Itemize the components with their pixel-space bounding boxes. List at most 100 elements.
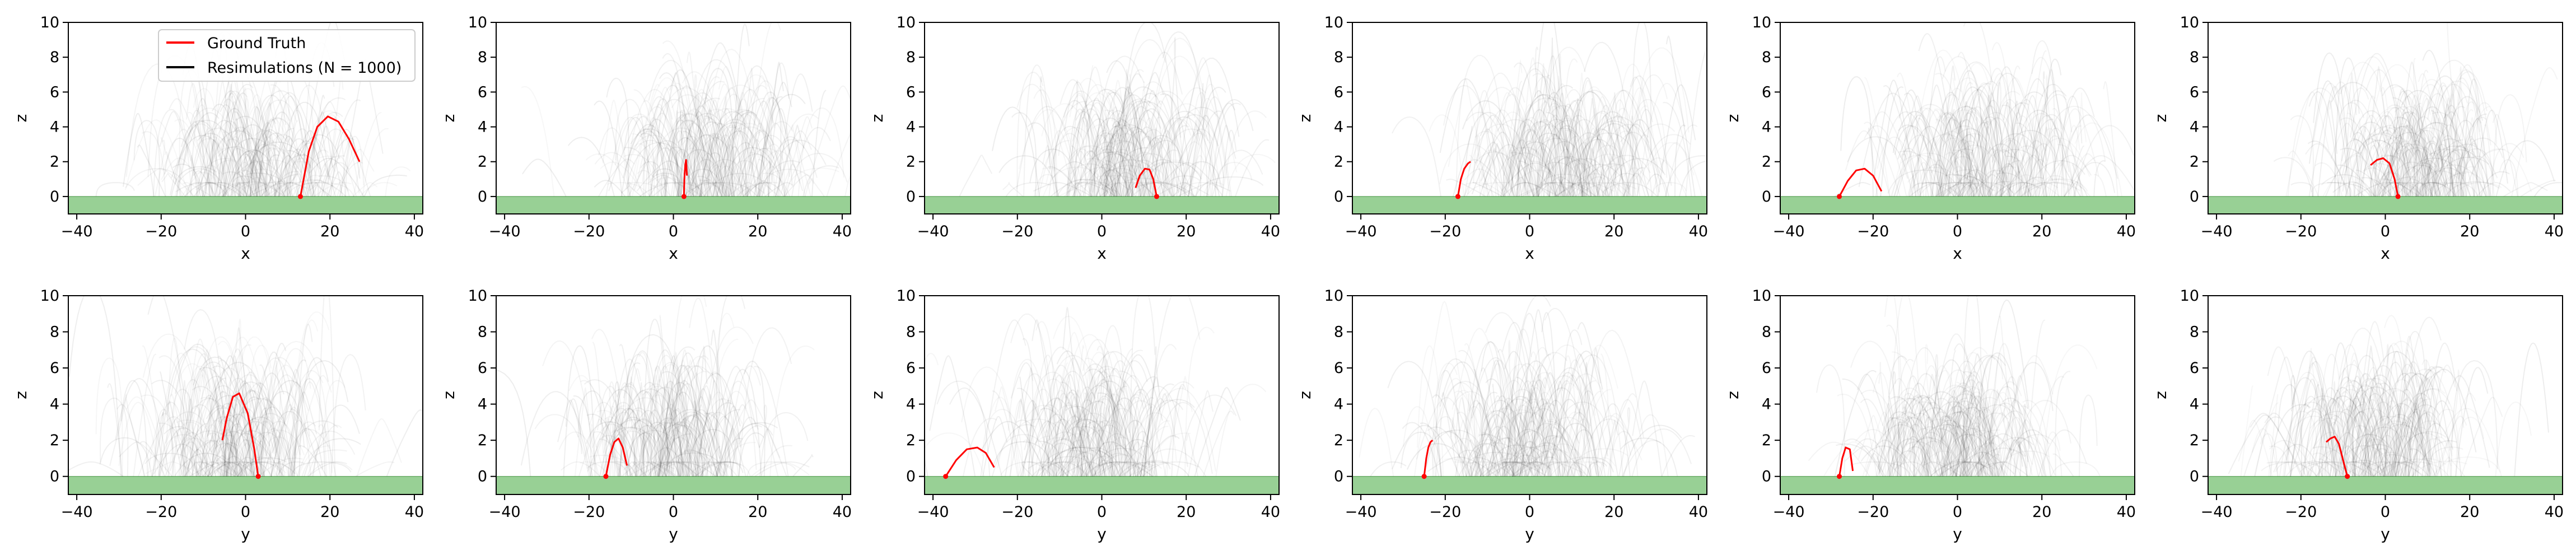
resimulation-trajectory (1105, 94, 1157, 197)
resimulation-trajectory (678, 97, 721, 197)
resimulation-trajectory (1141, 136, 1175, 197)
resimulation-trajectory (1105, 133, 1121, 197)
resimulation-trajectory (158, 422, 191, 477)
resimulation-trajectory (159, 111, 202, 197)
resimulation-trajectory (2017, 157, 2028, 197)
resimulation-trajectory (645, 98, 673, 197)
resimulation-trajectory (2503, 182, 2548, 197)
resimulation-trajectory (1129, 431, 1158, 477)
ground-band (2208, 476, 2563, 494)
resimulation-trajectory (241, 413, 296, 477)
resimulation-trajectory (2400, 377, 2433, 477)
resimulation-trajectory (200, 396, 242, 477)
resimulation-trajectory (2495, 140, 2555, 197)
resimulation-trajectory (746, 97, 791, 197)
resimulation-trajectory (658, 417, 688, 477)
resimulation-trajectory (1089, 393, 1131, 477)
resimulation-trajectory (561, 461, 601, 477)
resimulation-trajectory (1038, 461, 1088, 477)
resimulation-trajectory (222, 171, 250, 197)
resimulation-trajectory (2406, 149, 2442, 197)
resimulation-trajectory (1914, 428, 1929, 477)
resimulation-trajectory (1067, 150, 1116, 197)
resimulation-trajectory (2329, 404, 2363, 477)
resimulation-trajectory (2439, 71, 2488, 197)
resimulation-trajectory (1954, 375, 1971, 477)
resimulation-trajectory (2260, 433, 2278, 477)
resimulation-trajectory (716, 147, 780, 197)
y-tick-label: 4 (1334, 119, 1343, 136)
resimulation-trajectory (293, 360, 349, 477)
resimulation-trajectory (118, 441, 173, 477)
resimulation-trajectory (1515, 109, 1566, 197)
y-tick-label: 8 (50, 324, 59, 341)
x-tick-label: 20 (1177, 223, 1196, 240)
resimulation-trajectory (1945, 405, 1984, 477)
resimulation-trajectory (1020, 398, 1079, 477)
resimulation-trajectory (1520, 461, 1550, 477)
resimulation-trajectory (1957, 89, 2010, 197)
resimulation-trajectory (657, 437, 702, 477)
resimulation-trajectory (2321, 174, 2376, 197)
resimulation-trajectory (1632, 380, 1663, 477)
resimulation-trajectory (1566, 88, 1595, 197)
resimulation-trajectory (1978, 149, 2010, 197)
resimulation-trajectory (1435, 380, 1491, 477)
resimulation-trajectory (197, 120, 243, 197)
resimulation-trajectory (1887, 461, 1903, 477)
resimulation-trajectory (2374, 344, 2399, 477)
y-tick-label: 6 (50, 83, 59, 101)
resimulation-trajectory (226, 461, 238, 477)
resimulation-trajectory (723, 422, 778, 477)
resimulation-trajectory (270, 360, 293, 477)
y-axis-label: z (1724, 391, 1742, 399)
resimulation-trajectory (1176, 394, 1237, 477)
resimulation-trajectory (202, 139, 220, 197)
resimulation-trajectory (1127, 52, 1183, 197)
resimulation-trajectory (262, 407, 300, 477)
resimulation-trajectory (586, 413, 619, 477)
resimulation-trajectory (223, 127, 237, 197)
resimulation-trajectory (645, 461, 678, 477)
resimulation-trajectory (2038, 429, 2087, 477)
resimulation-trajectory (298, 357, 329, 477)
resimulation-trajectory (640, 387, 680, 477)
resimulation-trajectory (193, 182, 222, 197)
resimulation-trajectory (1919, 112, 1945, 197)
resimulation-trajectory (792, 454, 814, 477)
resimulation-trajectory (1572, 138, 1616, 197)
resimulation-trajectory (2047, 114, 2084, 197)
resimulation-trajectory (656, 119, 713, 197)
resimulation-trajectory (207, 461, 254, 477)
resimulation-trajectory (2406, 170, 2460, 197)
resimulation-trajectory (694, 396, 729, 477)
resimulation-trajectory (251, 92, 323, 197)
resimulation-trajectory (594, 431, 622, 477)
resimulation-trajectory (1473, 368, 1502, 477)
resimulation-trajectory (1947, 417, 1967, 477)
resimulation-trajectory (2384, 343, 2402, 477)
resimulation-trajectory (1103, 394, 1139, 477)
resimulation-trajectory (1098, 461, 1154, 477)
resimulation-trajectory (222, 182, 249, 197)
resimulation-trajectory (1875, 111, 1928, 197)
resimulation-trajectory (802, 165, 839, 197)
resimulation-trajectory (1435, 358, 1476, 477)
y-tick-label: 4 (1334, 396, 1343, 413)
resimulation-trajectory (959, 155, 993, 197)
resimulation-trajectory (152, 402, 184, 477)
y-tick-label: 6 (906, 360, 916, 377)
resimulation-trajectory (753, 366, 789, 477)
resimulation-trajectory (1476, 128, 1504, 197)
resimulation-trajectory (2279, 402, 2344, 477)
resimulation-trajectory (1497, 348, 1527, 477)
resimulation-trajectory (258, 461, 290, 477)
resimulation-trajectory (1885, 430, 1911, 477)
resimulation-trajectory (260, 181, 285, 197)
resimulation-trajectory (1080, 399, 1100, 477)
resimulation-trajectory (1102, 172, 1155, 197)
resimulation-trajectory (679, 450, 723, 477)
resimulation-trajectory (674, 409, 712, 477)
resimulation-trajectory (290, 461, 352, 477)
resimulation-trajectory (1567, 158, 1610, 197)
